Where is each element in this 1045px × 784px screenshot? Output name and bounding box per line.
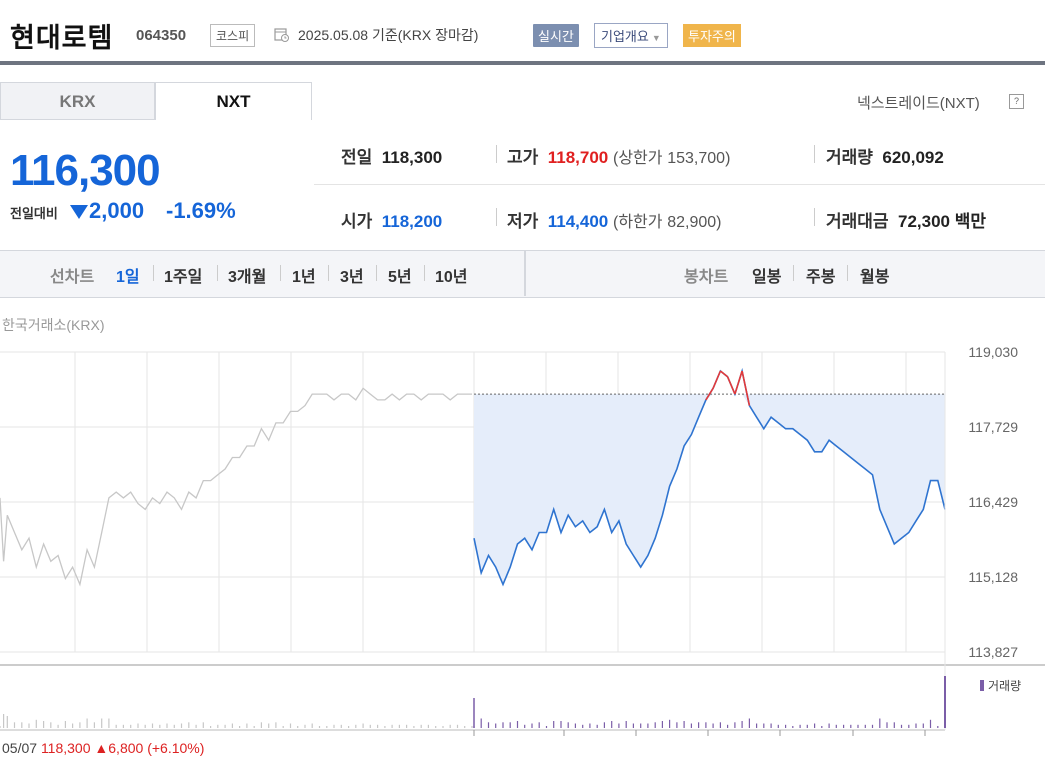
chart-source-label: 한국거래소(KRX) [2, 317, 105, 333]
corp-info-label: 기업개요 [601, 29, 649, 44]
header-divider [0, 61, 1045, 65]
area-fill [474, 394, 945, 585]
stat-volume: 거래량 620,092 [826, 143, 944, 168]
line-chart-label: 선차트 [50, 269, 95, 286]
date-value: 2025.05.08 [298, 27, 369, 43]
stat-unit: 백만 [954, 212, 987, 231]
above-ref-segment [712, 370, 722, 389]
prev-day-summary: 05/07 118,300 ▲6,800 (+6.10%) [2, 740, 204, 756]
y-tick-label: 119,030 [968, 344, 1018, 360]
prev-day-close: 118,300 [40, 740, 91, 756]
stat-value: 114,400 [547, 212, 609, 231]
stat-label: 전일 [341, 148, 373, 167]
help-icon[interactable]: ? [1009, 94, 1024, 109]
nxt-link[interactable]: 넥스트레이드(NXT) [857, 95, 980, 112]
stat-label: 시가 [341, 212, 373, 231]
stat-value: 118,300 [381, 148, 443, 167]
y-tick-label: 116,429 [968, 494, 1018, 510]
y-tick-label: 117,729 [968, 419, 1018, 435]
period-divider [524, 251, 526, 296]
stat-label: 고가 [507, 148, 539, 167]
period-3y[interactable]: 3년 [340, 269, 364, 286]
up-triangle-icon: ▲ [94, 740, 109, 756]
prev-day-change: 6,800 [108, 740, 144, 756]
stat-value: 72,300 [898, 212, 951, 231]
period-1d[interactable]: 1일 [116, 269, 140, 286]
candle-daily[interactable]: 일봉 [752, 269, 782, 286]
stat-label: 거래량 [826, 148, 873, 167]
divider [280, 265, 281, 281]
period-10y[interactable]: 10년 [435, 269, 468, 286]
above-ref-segment [726, 376, 736, 395]
divider [814, 208, 815, 226]
volume-legend: 거래량 [980, 677, 1021, 694]
stat-label: 저가 [507, 212, 539, 231]
stat-trade-value: 거래대금 72,300 백만 [826, 207, 986, 232]
price-chart[interactable]: 119,030117,729116,429115,128113,82705/08… [0, 330, 1045, 740]
current-price: 116,300 [10, 146, 161, 195]
chevron-down-icon: ▼ [651, 33, 661, 43]
divider [814, 145, 815, 163]
change-value: 2,000 [70, 198, 144, 224]
divider [496, 145, 497, 163]
divider [376, 265, 377, 281]
volume-legend-label: 거래량 [988, 679, 1022, 693]
calendar-clock-icon [274, 28, 289, 42]
warning-badge: 투자주의 [683, 24, 741, 47]
divider [217, 265, 218, 281]
period-1y[interactable]: 1년 [292, 269, 316, 286]
change-amount: 2,000 [89, 198, 145, 223]
tab-nxt[interactable]: NXT [155, 82, 312, 120]
above-ref-segment [741, 370, 751, 406]
lower-limit-label: (하한가 [612, 214, 663, 231]
stat-low: 저가 114,400 (하한가 82,900) [507, 207, 721, 232]
prev-day-change-pct: (+6.10%) [147, 740, 205, 756]
candle-monthly[interactable]: 월봉 [860, 269, 890, 286]
stock-code: 064350 [136, 27, 187, 44]
divider [496, 208, 497, 226]
corp-info-dropdown[interactable]: 기업개요 ▼ [594, 23, 668, 48]
stat-value: 118,700 [547, 148, 609, 167]
realtime-button[interactable]: 실시간 [533, 24, 579, 47]
change-percent: -1.69% [166, 198, 236, 223]
company-name: 현대로템 [10, 23, 114, 53]
volume-legend-swatch [980, 680, 984, 691]
prev-day-date: 05/07 [2, 740, 38, 756]
stats-divider [314, 184, 1045, 185]
divider [793, 265, 794, 281]
above-ref-segment [734, 370, 743, 395]
y-tick-label: 113,827 [968, 644, 1018, 660]
stat-open: 시가 118,200 [341, 207, 442, 232]
period-5y[interactable]: 5년 [388, 269, 412, 286]
stat-value: 118,200 [381, 212, 443, 231]
stat-prev-close: 전일 118,300 [341, 143, 442, 168]
tab-krx[interactable]: KRX [0, 82, 155, 120]
divider [153, 265, 154, 281]
stat-high: 고가 118,700 (상한가 153,700) [507, 143, 730, 168]
period-1w[interactable]: 1주일 [164, 269, 203, 286]
change-label: 전일대비 [10, 206, 58, 221]
stat-value: 620,092 [882, 148, 944, 167]
above-ref-segment [719, 370, 729, 378]
divider [328, 265, 329, 281]
upper-limit-value: 153,700 [667, 150, 726, 167]
base-date: 2025.05.08 기준(KRX 장마감) [298, 25, 478, 45]
upper-limit-label: (상한가 [612, 150, 663, 167]
y-tick-label: 115,128 [968, 569, 1018, 585]
candle-weekly[interactable]: 주봉 [806, 269, 836, 286]
lower-limit-value: 82,900 [667, 214, 717, 231]
period-3m[interactable]: 3개월 [228, 269, 267, 286]
upper-limit-close: ) [725, 150, 731, 167]
down-triangle-icon [70, 205, 88, 219]
divider [847, 265, 848, 281]
candle-chart-label: 봉차트 [684, 269, 729, 286]
above-ref-segment [705, 387, 714, 401]
stat-label: 거래대금 [826, 212, 889, 231]
lower-limit-close: ) [716, 214, 722, 231]
divider [424, 265, 425, 281]
period-bar [0, 250, 1045, 298]
market-badge: 코스피 [210, 24, 256, 47]
series-line-05-07 [0, 387, 472, 587]
date-suffix: 기준(KRX 장마감) [371, 27, 479, 43]
